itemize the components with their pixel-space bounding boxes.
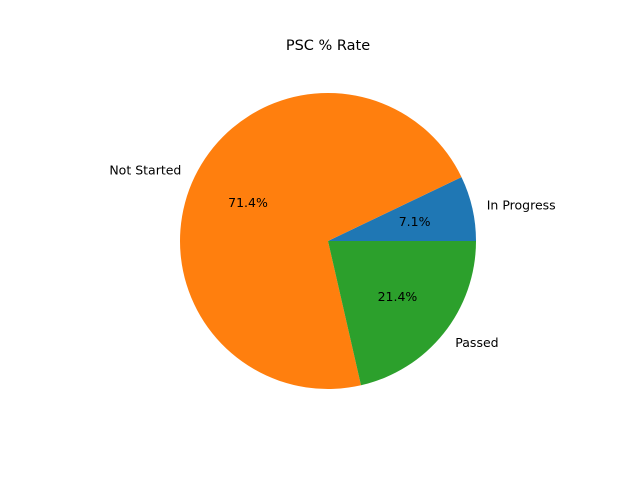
slice-label-passed: Passed — [455, 335, 498, 350]
pie-slice-passed — [328, 241, 476, 386]
slice-percent-passed: 21.4% — [378, 289, 418, 304]
pie-slice-in-progress — [328, 177, 476, 241]
pie-slices — [180, 93, 476, 390]
pie-labels: In Progress 7.1% Not Started 71.4% Passed 21.… — [109, 163, 555, 350]
chart-title: PSC % Rate — [286, 38, 370, 54]
slice-percent-in-progress: 7.1% — [399, 214, 431, 229]
pie-slice-not-started — [180, 93, 462, 390]
slice-percent-not-started: 71.4% — [228, 195, 268, 210]
slice-label-not-started: Not Started — [109, 163, 181, 178]
slice-label-in-progress: In Progress — [487, 197, 556, 212]
